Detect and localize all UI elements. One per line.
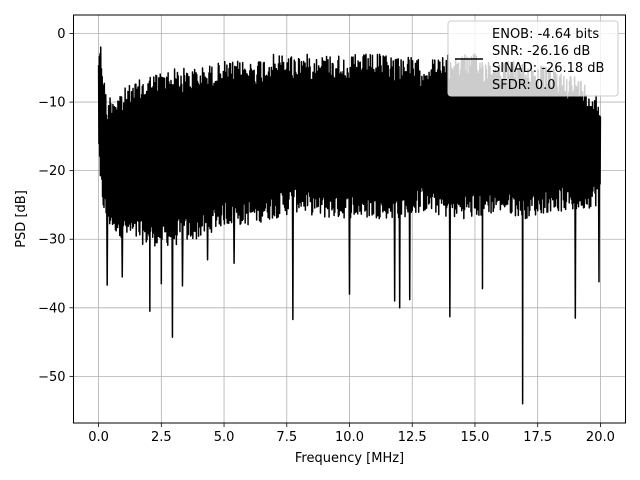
x-axis-ticks: 0.0 2.5 5.0 7.5 10.0 12.5 15.0 17.5 20.0 bbox=[88, 423, 615, 445]
y-tick-label: −30 bbox=[38, 233, 65, 248]
legend: ENOB: -4.64 bits SNR: -26.16 dB SINAD: -… bbox=[447, 20, 619, 97]
legend-box bbox=[447, 20, 619, 97]
y-tick-label: 0 bbox=[57, 27, 65, 42]
legend-label-enob: ENOB: -4.64 bits bbox=[492, 27, 599, 42]
psd-series-line bbox=[97, 46, 602, 405]
x-tick-label: 2.5 bbox=[151, 430, 172, 445]
legend-label-sfdr: SFDR: 0.0 bbox=[492, 78, 556, 93]
y-axis-ticks: 0 −10 −20 −30 −40 −50 bbox=[38, 27, 74, 385]
legend-label-sinad: SINAD: -26.18 dB bbox=[492, 61, 604, 76]
y-tick-label: −10 bbox=[38, 96, 65, 111]
x-tick-label: 17.5 bbox=[523, 430, 552, 445]
plot-area bbox=[97, 46, 602, 405]
y-axis-label: PSD [dB] bbox=[14, 190, 29, 248]
x-tick-label: 5.0 bbox=[214, 430, 235, 445]
x-tick-label: 12.5 bbox=[398, 430, 427, 445]
x-tick-label: 10.0 bbox=[335, 430, 364, 445]
x-axis-label: Frequency [MHz] bbox=[295, 451, 404, 466]
legend-label-snr: SNR: -26.16 dB bbox=[492, 44, 590, 59]
x-tick-label: 7.5 bbox=[276, 430, 297, 445]
y-tick-label: −40 bbox=[38, 301, 65, 316]
x-tick-label: 0.0 bbox=[88, 430, 109, 445]
y-tick-label: −50 bbox=[38, 370, 65, 385]
y-tick-label: −20 bbox=[38, 164, 65, 179]
x-tick-label: 15.0 bbox=[460, 430, 489, 445]
x-tick-label: 20.0 bbox=[586, 430, 615, 445]
